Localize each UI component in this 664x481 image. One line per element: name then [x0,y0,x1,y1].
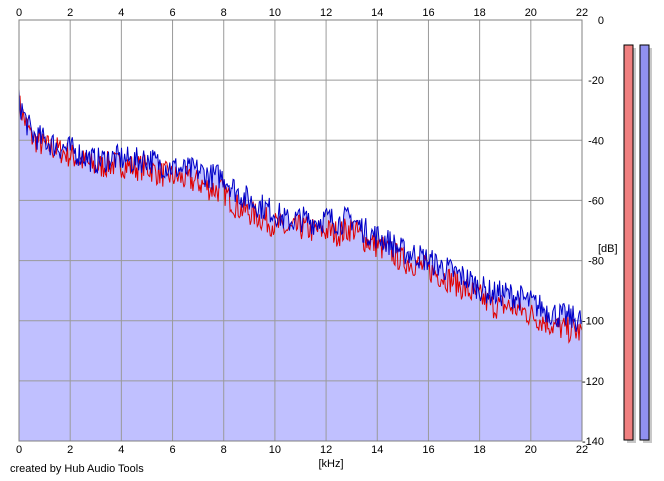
x-tick-label-bottom: 22 [576,444,588,456]
x-tick-label-top: 6 [169,7,175,19]
x-tick-label-bottom: 20 [525,444,537,456]
x-tick-label-bottom: 2 [67,444,73,456]
x-tick-label-top: 4 [118,7,124,19]
x-tick-label-top: 20 [525,7,537,19]
y-tick-label: -60 [588,195,604,207]
x-tick-label-bottom: 8 [221,444,227,456]
x-tick-label-bottom: 14 [371,444,383,456]
x-tick-label-top: 22 [576,7,588,19]
y-axis-label: [dB] [598,243,618,255]
y-tick-label: -40 [588,135,604,147]
x-tick-label-bottom: 0 [16,444,22,456]
x-tick-label-bottom: 6 [169,444,175,456]
x-tick-label-bottom: 18 [474,444,486,456]
y-tick-label: -80 [588,256,604,268]
y-tick-label: -140 [582,436,604,448]
y-tick-label: -20 [588,75,604,87]
series-line-blue [18,88,583,332]
x-axis-label: [kHz] [318,458,343,470]
x-tick-label-top: 8 [221,7,227,19]
level-meter-left [623,44,634,441]
credit-text: created by Hub Audio Tools [10,463,144,475]
x-tick-label-top: 16 [422,7,434,19]
x-tick-label-bottom: 16 [422,444,434,456]
x-tick-label-top: 12 [320,7,332,19]
x-tick-label-bottom: 10 [269,444,281,456]
x-tick-label-bottom: 4 [118,444,124,456]
y-tick-label: -120 [582,376,604,388]
x-tick-label-top: 10 [269,7,281,19]
x-tick-label-top: 18 [474,7,486,19]
x-tick-label-top: 0 [16,7,22,19]
plot-frame [18,19,583,442]
y-tick-label: 0 [598,15,604,27]
x-tick-label-top: 14 [371,7,383,19]
y-tick-label: -100 [582,316,604,328]
x-tick-label-bottom: 12 [320,444,332,456]
x-tick-label-top: 2 [67,7,73,19]
level-meter-right [639,44,650,441]
